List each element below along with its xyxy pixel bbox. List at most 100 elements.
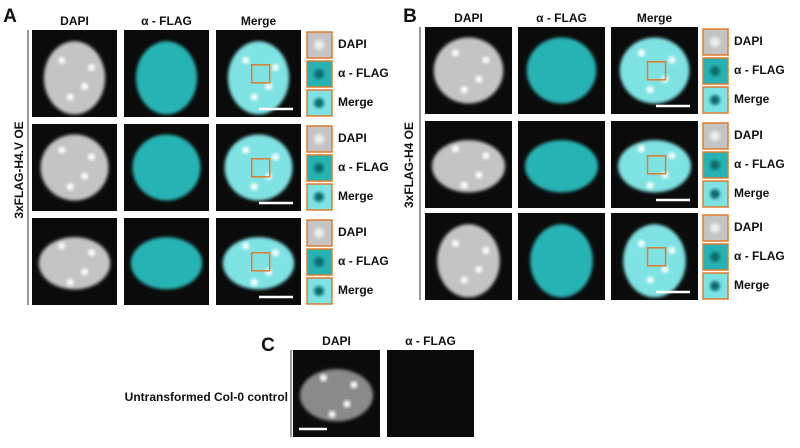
nucleus [135,41,198,115]
chromocenter [58,242,66,250]
roi-box [250,64,271,84]
chromocenter [451,49,459,57]
nucleus [299,369,374,422]
row-label: 3xFLAG-H4 OE [402,122,416,208]
chromocenter [646,86,654,94]
chromocenter [460,181,468,189]
roi-box [646,155,667,175]
inset-spot [710,281,720,291]
inset-label: Merge [338,283,374,297]
chromocenter [265,83,273,91]
nucleus [433,37,504,104]
nucleus [431,140,506,193]
nucleus [623,224,686,298]
inset-spot [710,66,720,76]
inset-label: Merge [734,92,770,106]
column-header: Merge [241,14,277,28]
chromocenter [451,239,459,247]
chromocenter [58,146,66,154]
chromocenter [637,49,645,57]
inset-label: Merge [338,95,374,109]
chromocenter [460,276,468,284]
nucleus [132,134,201,201]
inset-spot [314,257,324,267]
chromocenter [250,278,258,286]
chromocenter [242,242,250,250]
inset-spot [314,40,324,50]
nucleus [222,237,295,290]
inset-spot [710,131,720,141]
chromocenter [272,63,279,71]
chromocenter [668,246,676,254]
inset-spot [710,95,720,105]
roi-box [250,158,271,178]
panel-label: A [3,6,17,27]
inset-label: DAPI [734,128,763,142]
inset-spot [314,98,324,108]
inset-label: DAPI [734,34,763,48]
chromocenter [350,381,358,389]
column-header: DAPI [454,11,483,25]
inset-label: Merge [338,189,374,203]
inset-label: α - FLAG [338,254,389,268]
inset-label: Merge [734,278,770,292]
inset-spot [710,37,720,47]
chromocenter [81,268,89,276]
chromocenter [272,249,279,257]
chromocenter [81,83,89,91]
column-header: DAPI [60,14,89,28]
inset [306,154,333,182]
column-header: α - FLAG [536,11,587,25]
inset-spot [314,286,324,296]
inset-spot [314,134,324,144]
chromocenter [482,56,490,64]
chromocenter [668,152,676,160]
nucleus [617,140,692,193]
inset-spot [314,192,324,202]
inset-spot [314,69,324,79]
row-label: 3xFLAG-H4.V OE [12,121,26,218]
chromocenter [482,152,490,160]
chromocenter [668,56,676,64]
inset-label: DAPI [734,220,763,234]
inset-label: α - FLAG [338,160,389,174]
chromocenter [88,249,95,257]
chromocenter [272,153,279,161]
chromocenter [460,86,468,94]
chromocenter [475,75,483,83]
chromocenter [661,266,669,274]
inset-spot [314,163,324,173]
inset [702,86,729,114]
nucleus [40,134,109,201]
chromocenter [482,246,490,254]
inset-spot [710,189,720,199]
panel-label: C [261,335,275,356]
chromocenter [58,56,66,64]
inset-label: DAPI [338,225,367,239]
chromocenter [637,239,645,247]
column-header: α - FLAG [405,334,456,348]
roi-box [646,61,667,81]
chromocenter [646,181,654,189]
column-header: α - FLAG [141,14,192,28]
chromocenter [328,410,336,418]
inset-spot [710,252,720,262]
inset-spot [710,160,720,170]
inset [702,272,729,300]
panel-label: B [403,6,417,27]
inset-label: α - FLAG [734,157,785,171]
nucleus [43,41,106,115]
roi-box [250,252,271,272]
chromocenter [66,278,74,286]
chromocenter [475,266,483,274]
micrograph [387,350,474,437]
chromocenter [250,93,258,101]
chromocenter [646,276,654,284]
chromocenter [88,63,95,71]
chromocenter [319,374,327,382]
chromocenter [242,56,250,64]
chromocenter [242,146,250,154]
inset-label: DAPI [338,37,367,51]
inset [702,214,729,242]
